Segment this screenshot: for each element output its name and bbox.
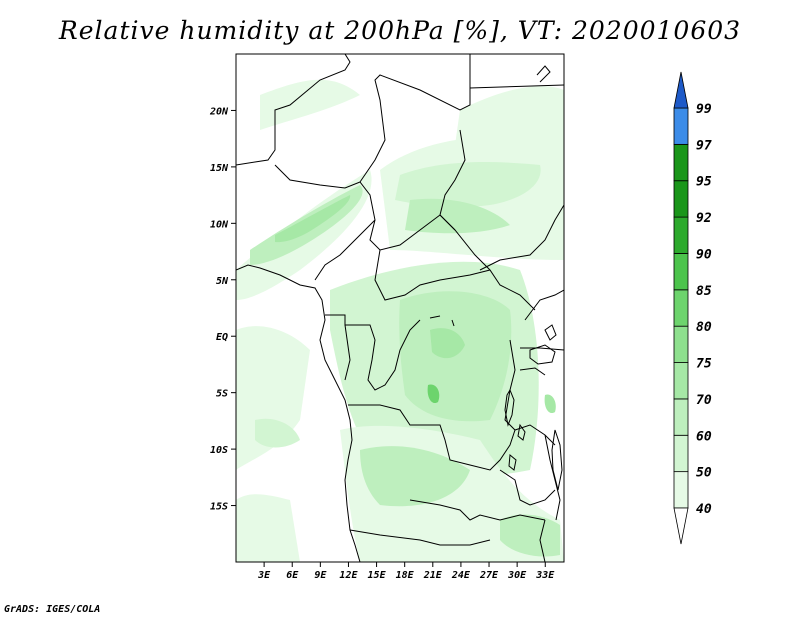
lat-tick-label: EQ [216, 332, 228, 343]
colorbar-swatch [673, 143, 689, 182]
colorbar-label: 40 [696, 502, 712, 517]
colorbar-swatch [673, 253, 689, 291]
lat-tick-label: 20N [209, 106, 229, 117]
colorbar-bottom-arrow [673, 507, 689, 545]
lat-tick-label: 15S [210, 502, 228, 513]
footer-credit: GrADS: IGES/COLA [4, 604, 101, 615]
lat-tick-label: 15N [210, 163, 229, 174]
colorbar-swatch [673, 398, 689, 436]
colorbar-label: 99 [696, 102, 712, 117]
lon-tick-label: 21E [423, 570, 443, 581]
colorbar-swatch [673, 289, 689, 327]
lon-tick-label: 27E [479, 570, 499, 581]
map-title: Relative humidity at 200hPa [%], VT: 202… [58, 16, 742, 45]
lon-tick-label: 12E [339, 570, 358, 581]
colorbar-label: 60 [696, 429, 712, 444]
colorbar-label: 80 [696, 320, 712, 335]
lon-tick-label: 3E [257, 570, 271, 581]
lat-tick-label: 10S [210, 445, 228, 456]
colorbar-label: 75 [696, 357, 712, 372]
lon-tick-label: 15E [368, 570, 387, 581]
colorbar-swatch [673, 216, 689, 254]
map-frame [235, 53, 565, 563]
lon-tick-label: 6E [286, 570, 299, 581]
colorbar-swatch [673, 107, 689, 145]
humidity-shading [236, 79, 564, 562]
colorbar-swatch [673, 471, 689, 509]
colorbar-label: 95 [696, 175, 712, 190]
colorbar-swatch [673, 180, 689, 218]
colorbar-label: 90 [696, 247, 712, 262]
colorbar-label: 50 [696, 466, 712, 481]
lat-tick-label: 10N [210, 219, 229, 230]
map-axes: 20N 15N 10N 5N EQ 5S 10S 15S 3E 6E 9E 12E 15E 18E 21E 2… [209, 106, 555, 581]
colorbar: 40 50 60 70 75 80 85 90 92 95 97 99 [673, 71, 712, 545]
lon-tick-label: 24E [451, 570, 471, 581]
lon-tick-label: 18E [396, 570, 415, 581]
lat-tick-label: 5S [216, 389, 228, 400]
lon-tick-label: 33E [535, 570, 555, 581]
lon-tick-label: 9E [314, 570, 327, 581]
colorbar-label: 97 [696, 138, 712, 153]
colorbar-swatch [673, 434, 689, 473]
colorbar-top-arrow [673, 71, 689, 109]
colorbar-swatch [673, 325, 689, 363]
lon-tick-label: 30E [507, 570, 527, 581]
lat-tick-label: 5N [216, 276, 229, 287]
colorbar-label: 92 [696, 211, 712, 226]
colorbar-label: 85 [696, 284, 712, 299]
colorbar-label: 70 [696, 393, 712, 408]
colorbar-swatch [673, 362, 689, 400]
country-borders [236, 54, 564, 562]
